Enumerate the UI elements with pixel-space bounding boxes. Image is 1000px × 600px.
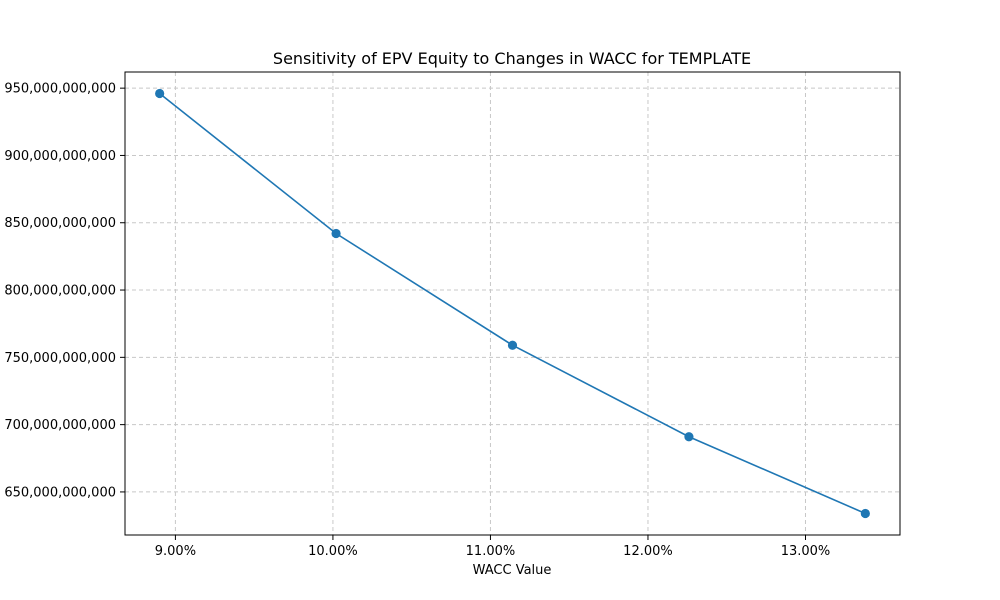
data-point [684, 432, 694, 442]
x-tick-label: 9.00% [155, 544, 196, 559]
data-point [155, 88, 165, 99]
x-tick-label: 11.00% [466, 544, 516, 559]
data-point [331, 228, 341, 239]
plot-frame [124, 71, 901, 536]
x-tick-label: 13.00% [781, 544, 831, 559]
y-tick-label: 750,000,000,000 [4, 351, 116, 366]
y-tick-label: 850,000,000,000 [4, 216, 116, 231]
data-point [507, 340, 518, 350]
y-tick-label: 950,000,000,000 [4, 82, 116, 97]
x-tick-label: 10.00% [308, 544, 358, 559]
y-tick-label: 800,000,000,000 [4, 284, 116, 299]
y-tick-label: 700,000,000,000 [4, 418, 116, 433]
grid-layer [125, 72, 900, 535]
x-axis-label: WACC Value [473, 563, 552, 578]
y-tick-label: 900,000,000,000 [4, 149, 116, 164]
y-tick-label: 650,000,000,000 [4, 485, 116, 500]
x-tick-label: 12.00% [623, 544, 673, 559]
axis-layer: 9.00% 10.00% 11.00% 12.00% 13.00% 650,000,000… [4, 71, 901, 559]
chart-title: Sensitivity of EPV Equity to Changes in … [273, 49, 751, 68]
data-point [860, 508, 870, 519]
series-layer [155, 88, 870, 519]
